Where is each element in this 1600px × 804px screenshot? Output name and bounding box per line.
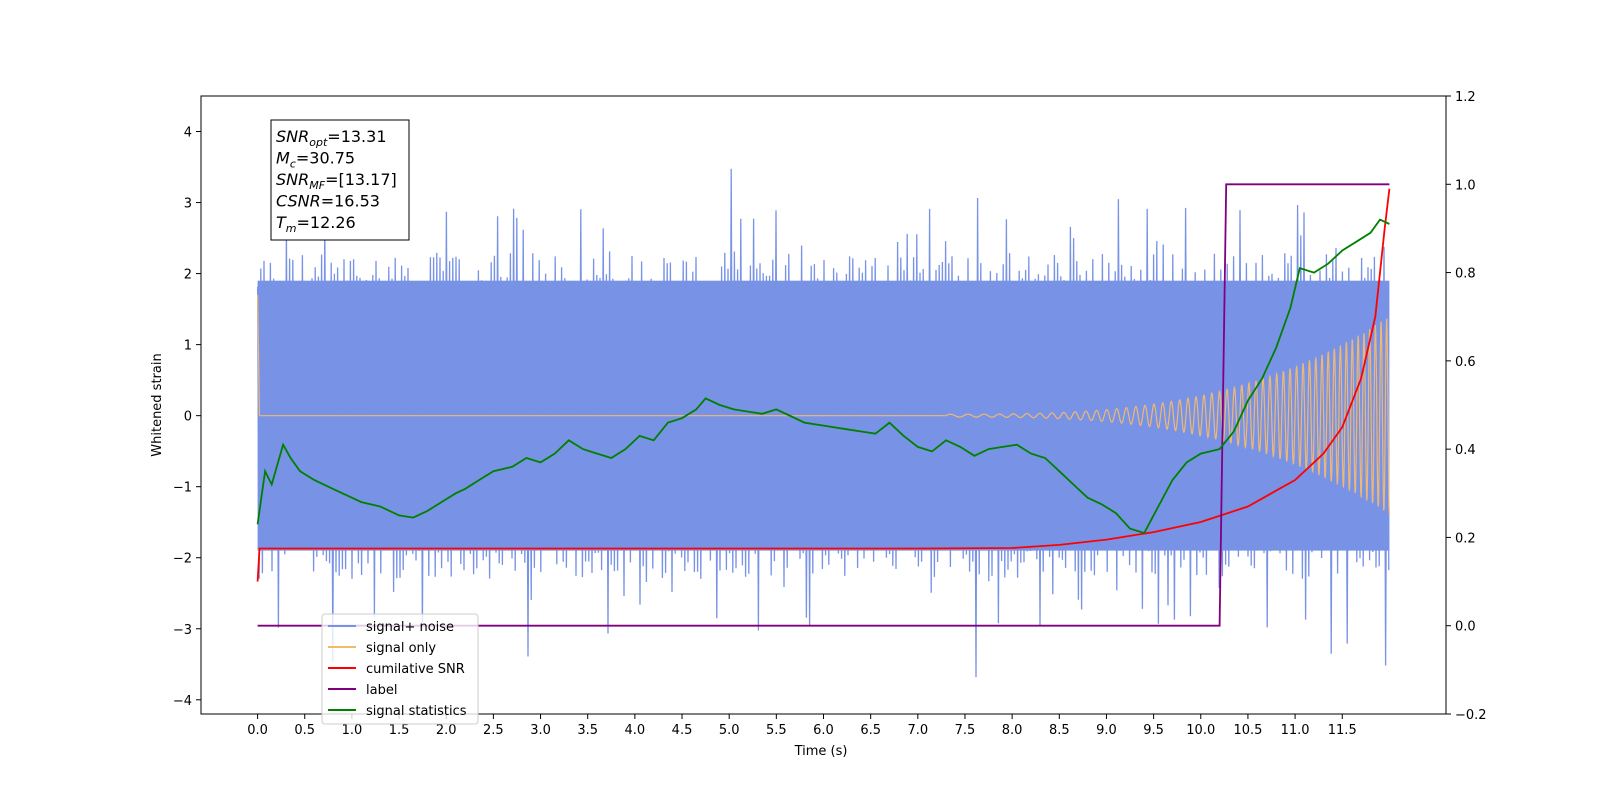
y-tick-label: −2 <box>173 552 192 567</box>
legend-frame <box>321 613 479 725</box>
x-tick-label: 11.5 <box>1328 723 1357 738</box>
x-tick-label: 6.0 <box>813 723 834 738</box>
x-tick-label: 7.5 <box>955 723 976 738</box>
y2-tick-label: 0.4 <box>1455 443 1476 458</box>
y2-tick-label: 1.0 <box>1455 178 1476 193</box>
y2-tick-label: −0.2 <box>1455 708 1487 723</box>
x-tick-label: 7.0 <box>907 723 928 738</box>
series-signal-statistics-line <box>256 218 1390 535</box>
info-line: Tm=12.26 <box>276 213 356 235</box>
legend-item-label: label <box>366 683 397 698</box>
info-line: SNRMF=[13.17] <box>276 170 397 192</box>
series-signal-only-line <box>257 294 1390 516</box>
y-tick-label: 3 <box>184 197 192 212</box>
x-axis-label: Time (s) <box>794 744 848 759</box>
y-tick-label: 1 <box>184 339 192 354</box>
x-tick-label: 3.0 <box>530 723 551 738</box>
x-tick-label: 10.0 <box>1186 723 1215 738</box>
y-axis-left: −4 −3 −2 −1 0 1 2 3 4 <box>173 126 201 709</box>
series-cumilative-snr-line <box>256 188 1391 582</box>
info-line: Mc=30.75 <box>276 149 355 171</box>
y2-tick-label: 1.2 <box>1455 90 1476 105</box>
y2-tick-label: 0.8 <box>1455 267 1476 282</box>
x-tick-label: 10.5 <box>1233 723 1262 738</box>
x-tick-label: 5.0 <box>719 723 740 738</box>
legend: signal+ noise signal only cumilative SNR la… <box>321 613 479 725</box>
y-tick-label: 0 <box>184 410 192 425</box>
x-tick-label: 0.0 <box>247 723 268 738</box>
x-tick-label: 1.0 <box>342 723 363 738</box>
y2-tick-label: 0.0 <box>1455 620 1476 635</box>
x-tick-label: 9.5 <box>1143 723 1164 738</box>
x-axis: 0.0 0.5 1.0 1.5 2.0 2.5 3.0 3.5 4.0 4.5 5.0 5.5 6.0 6… <box>247 714 1357 738</box>
x-tick-label: 11.0 <box>1281 723 1310 738</box>
info-box-frame <box>270 119 410 241</box>
series-label-line <box>257 183 1390 627</box>
x-tick-label: 8.0 <box>1002 723 1023 738</box>
x-tick-label: 8.5 <box>1049 723 1070 738</box>
series-layer <box>256 168 1391 678</box>
y-tick-label: −3 <box>173 623 192 638</box>
y-tick-label: 4 <box>184 126 192 141</box>
x-tick-label: 9.0 <box>1096 723 1117 738</box>
legend-item-label: cumilative SNR <box>366 662 465 677</box>
y2-tick-label: 0.2 <box>1455 531 1476 546</box>
y-tick-label: −1 <box>173 481 192 496</box>
legend-item-label: signal statistics <box>366 704 467 719</box>
x-tick-label: 5.5 <box>766 723 787 738</box>
y-tick-label: 2 <box>184 268 192 283</box>
y-axis-right: −0.2 0.0 0.2 0.4 0.6 0.8 1.0 1.2 <box>1446 90 1487 723</box>
x-tick-label: 3.5 <box>577 723 598 738</box>
x-tick-label: 2.5 <box>483 723 504 738</box>
y2-tick-label: 0.6 <box>1455 355 1476 370</box>
x-tick-label: 1.5 <box>389 723 410 738</box>
legend-item-label: signal+ noise <box>366 620 454 635</box>
x-tick-label: 0.5 <box>294 723 315 738</box>
y-axis-label: Whitened strain <box>150 353 165 456</box>
info-line: CSNR=16.53 <box>276 192 380 211</box>
info-line: SNRopt=13.31 <box>276 127 387 149</box>
x-tick-label: 2.0 <box>436 723 457 738</box>
y-tick-label: −4 <box>173 694 192 709</box>
legend-item-label: signal only <box>366 641 436 656</box>
x-tick-label: 6.5 <box>860 723 881 738</box>
info-box: SNRopt=13.31Mc=30.75SNRMF=[13.17]CSNR=16… <box>270 119 410 241</box>
x-tick-label: 4.5 <box>672 723 693 738</box>
series-signal-noise-line <box>256 168 1390 678</box>
x-tick-label: 4.0 <box>625 723 646 738</box>
